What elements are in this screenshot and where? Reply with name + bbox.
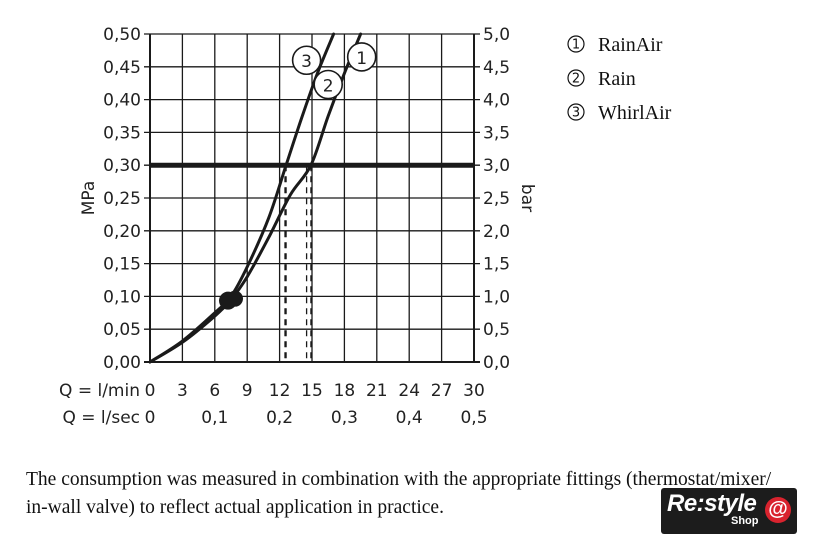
legend-marker-number: 2: [572, 72, 580, 87]
restyle-shop-logo: Re:style Shop @: [661, 488, 797, 534]
series-line-whirlair: [148, 32, 336, 364]
operating-point-marker: [227, 290, 243, 307]
y2-tick-label: 3,0: [483, 156, 510, 176]
x-tick-label-lmin: 15: [301, 381, 323, 401]
y-axis-right-title: bar: [517, 184, 537, 212]
y-tick-label: 0,50: [103, 25, 141, 45]
legend-marker-number: 3: [572, 106, 580, 121]
legend-marker-circle: [567, 103, 585, 121]
chart-annotations: 1 23: [150, 42, 474, 362]
logo-at-icon: @: [765, 497, 791, 523]
legend: 1 RainAir 2 Rain 3 WhirlAir: [567, 34, 672, 124]
x-tick-label-lmin: 9: [242, 381, 253, 401]
x-axis-label-lmin: Q = l/min: [59, 381, 140, 401]
y2-tick-label: 5,0: [483, 25, 510, 45]
y-tick-label: 0,00: [103, 353, 141, 373]
x-tick-label-lsec: 0,4: [396, 408, 423, 428]
y2-tick-label: 0,0: [483, 353, 510, 373]
y-tick-label: 0,20: [103, 222, 141, 242]
logo-wordmark: Re:style: [667, 490, 757, 517]
series-line-rainair: [148, 32, 363, 364]
x-tick-label-lmin: 30: [463, 381, 485, 401]
y2-tick-label: 4,5: [483, 58, 510, 78]
legend-label: WhirlAir: [598, 102, 672, 124]
chart-grid: [144, 33, 480, 363]
chart-curves: [148, 32, 363, 364]
x-tick-label-lsec: 0,2: [266, 408, 293, 428]
x-tick-label-lmin: 21: [366, 381, 388, 401]
curve-label-circle: [291, 45, 322, 76]
curve-label-number: 1: [356, 49, 367, 69]
legend-label: Rain: [598, 68, 636, 90]
x-tick-label-lmin: 24: [398, 381, 420, 401]
curve-label-number: 3: [301, 52, 312, 72]
legend-marker-number: 1: [572, 38, 580, 53]
x-tick-label-lsec: 0: [145, 408, 156, 428]
y2-tick-label: 3,5: [483, 123, 510, 143]
y-tick-label: 0,05: [103, 320, 141, 340]
y-tick-label: 0,35: [103, 123, 141, 143]
y-tick-label: 0,40: [103, 91, 141, 111]
y-axis-left-ticks: 0,00 0,05 0,10 0,15 0,20 0,25 0,30 0,35 0,40 0,45…: [103, 25, 141, 373]
y-tick-label: 0,15: [103, 255, 141, 275]
y-tick-label: 0,30: [103, 156, 141, 176]
x-tick-label-lmin: 0: [145, 381, 156, 401]
y2-tick-label: 2,0: [483, 222, 510, 242]
y2-tick-label: 1,5: [483, 255, 510, 275]
x-axis-label-lsec: Q = l/sec: [62, 408, 140, 428]
x-tick-label-lmin: 27: [431, 381, 453, 401]
x-tick-label-lsec: 0,1: [201, 408, 228, 428]
x-tick-label-lmin: 6: [209, 381, 220, 401]
x-tick-label-lmin: 3: [177, 381, 188, 401]
x-tick-label-lmin: 18: [334, 381, 356, 401]
x-axis-ticks: 0 3 6 9 12 15 18 21 24 27 30 0 0,1 0,2 0,3 0,4 0,5: [145, 381, 488, 428]
y-axis-left-title: MPa: [79, 181, 99, 216]
legend-label: RainAir: [598, 34, 663, 56]
curve-label-number: 2: [323, 77, 334, 97]
curve-label-circle: [313, 69, 344, 100]
caption-line-1: The consumption was measured in combinat…: [26, 469, 772, 490]
x-tick-label-lmin: 12: [269, 381, 291, 401]
caption-line-2: in-wall valve) to reflect actual applica…: [26, 497, 444, 518]
y2-tick-label: 1,0: [483, 287, 510, 307]
logo-subtext: Shop: [731, 515, 759, 527]
y-tick-label: 0,45: [103, 58, 141, 78]
legend-marker-circle: [567, 35, 585, 53]
y2-tick-label: 0,5: [483, 320, 510, 340]
x-tick-label-lsec: 0,3: [331, 408, 358, 428]
x-tick-label-lsec: 0,5: [460, 408, 487, 428]
legend-marker-circle: [567, 69, 585, 87]
y-tick-label: 0,25: [103, 189, 141, 209]
y-axis-right-ticks: 0,0 0,5 1,0 1,5 2,0 2,5 3,0 3,5 4,0 4,5 5,0: [483, 25, 510, 373]
caption: The consumption was measured in combinat…: [26, 466, 826, 522]
y2-tick-label: 4,0: [483, 91, 510, 111]
flow-pressure-chart: 0,000,050,100,150,200,250,300,350,400,45…: [59, 25, 672, 428]
y2-tick-label: 2,5: [483, 189, 510, 209]
curve-label-circle: [346, 42, 377, 72]
y-tick-label: 0,10: [103, 287, 141, 307]
